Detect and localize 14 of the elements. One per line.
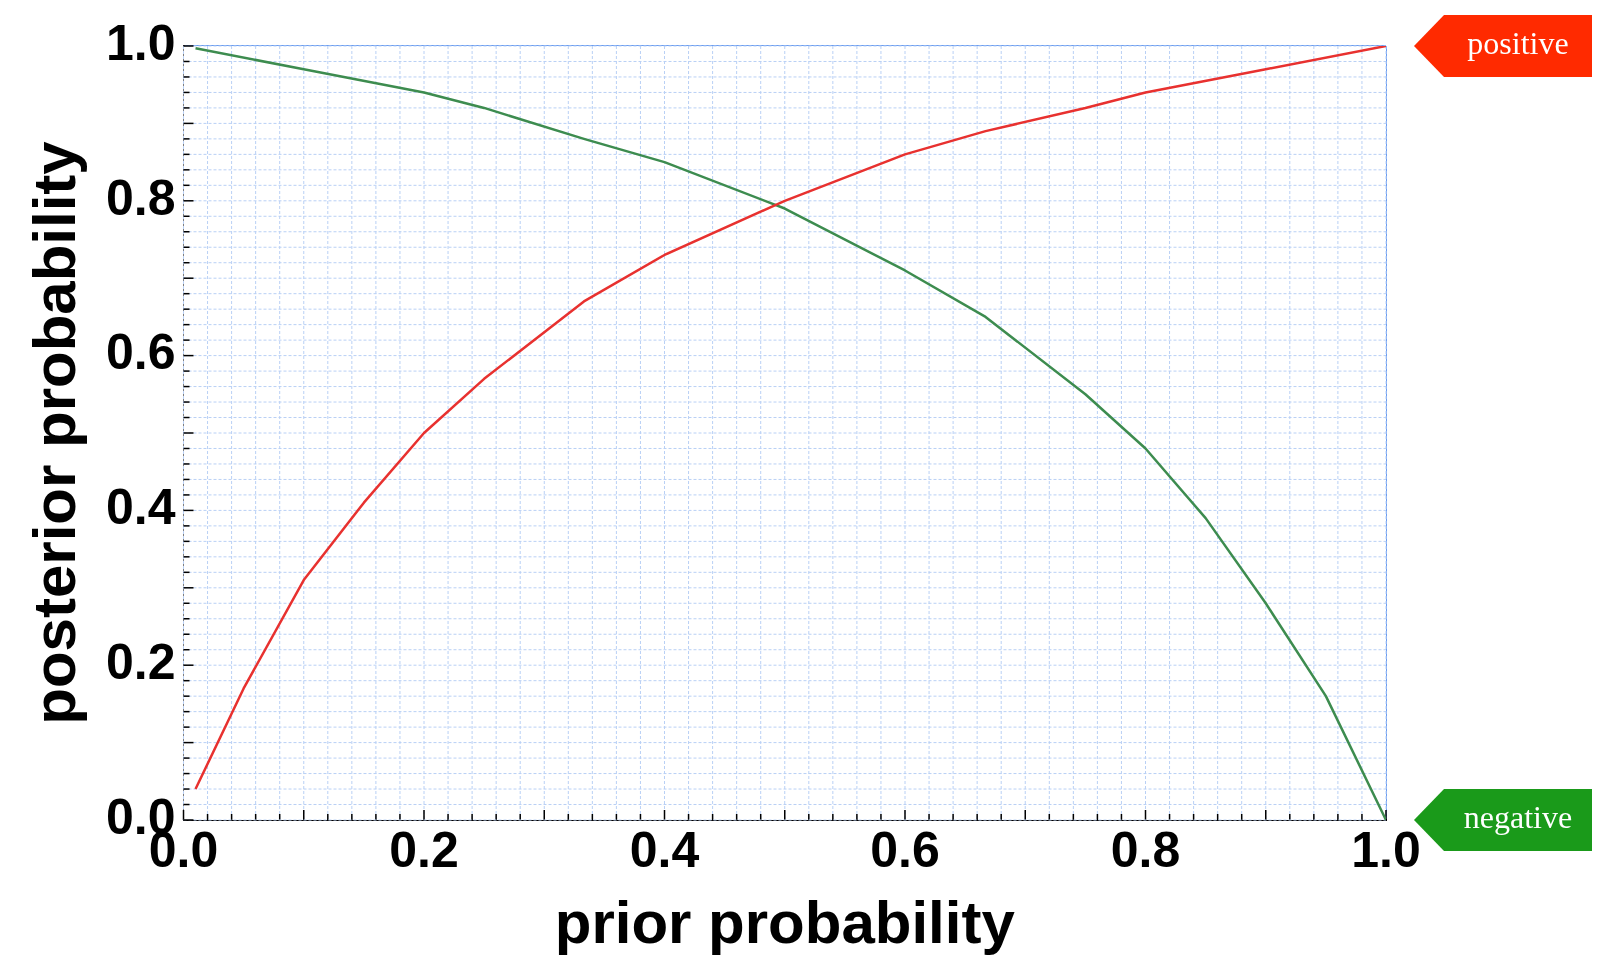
x-tick-label: 0.2	[389, 821, 459, 878]
x-tick-label: 1.0	[1351, 821, 1421, 878]
x-tick-label: 0.6	[870, 821, 940, 878]
y-tick-label: 1.0	[105, 14, 176, 71]
x-tick-label: 0.4	[629, 821, 700, 878]
text: negative	[1463, 799, 1573, 836]
y-axis-title: posterior probability	[20, 140, 88, 725]
x-axis-title: prior probability	[554, 888, 1016, 956]
x-tick-label: 0.8	[1110, 821, 1181, 878]
text: positive	[1467, 25, 1569, 62]
y-tick-label: 0.4	[105, 479, 176, 536]
y-tick-label: 0.6	[105, 324, 176, 381]
y-tick-label: 0.2	[105, 633, 176, 690]
y-tick-label: 0.8	[105, 169, 176, 226]
